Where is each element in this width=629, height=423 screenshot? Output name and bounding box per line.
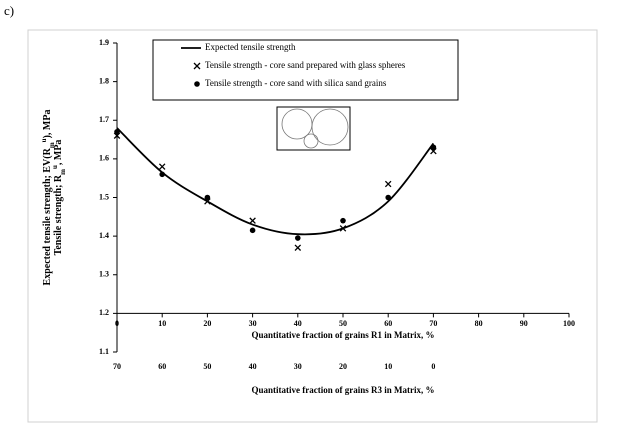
x-tick-label: 30 xyxy=(249,319,257,328)
x-axis-label: Quantitative fraction of grains R1 in Ma… xyxy=(252,330,435,340)
dot-marker xyxy=(205,195,211,201)
x-tick-label: 60 xyxy=(384,319,392,328)
x-marker xyxy=(159,164,165,170)
dot-marker xyxy=(295,235,301,241)
y-tick-label: 1.2 xyxy=(99,308,109,317)
x2-axis-label: Quantitative fraction of grains R3 in Ma… xyxy=(252,385,435,395)
dot-marker xyxy=(431,144,437,150)
x-tick-label: 50 xyxy=(339,319,347,328)
legend-label: Expected tensile strength xyxy=(205,42,296,52)
x-tick-label: 90 xyxy=(520,319,528,328)
x-tick-label: 20 xyxy=(203,319,211,328)
x-tick-label: 100 xyxy=(563,319,575,328)
legend-swatch xyxy=(194,81,200,87)
x2-tick-label: 30 xyxy=(294,362,302,371)
y-tick-label: 1.9 xyxy=(99,38,109,47)
y-axis-label-part: , MPa xyxy=(53,140,64,166)
x-marker xyxy=(385,181,391,187)
y-tick-label: 1.5 xyxy=(99,192,109,201)
inset-figure xyxy=(277,107,350,150)
dot-marker xyxy=(340,218,346,224)
y-tick-label: 1.4 xyxy=(99,231,109,240)
x-tick-label: 40 xyxy=(294,319,302,328)
y-axis-label-part: m xyxy=(59,169,67,175)
y-axis-label: Tensile strength; Rmu, MPa xyxy=(51,140,67,256)
x2-tick-label: 40 xyxy=(249,362,257,371)
y-tick-label: 1.1 xyxy=(99,347,109,356)
legend-label: Tensile strength - core sand prepared wi… xyxy=(205,60,406,70)
y-tick-label: 1.7 xyxy=(99,115,109,124)
x-tick-label: 80 xyxy=(475,319,483,328)
x-tick-label: 0 xyxy=(115,319,119,328)
x-marker xyxy=(250,218,256,224)
y-axis-label-part: Tensile strength; R xyxy=(53,174,64,255)
x2-tick-label: 50 xyxy=(203,362,211,371)
x2-tick-label: 10 xyxy=(384,362,392,371)
x2-tick-label: 70 xyxy=(113,362,121,371)
chart: c) 1.1 1.2 1.3 1.4 1.5 1.6 1.7 1.8 1.9 0 10 20 30 40 5… xyxy=(0,0,629,423)
x2-tick-label: 0 xyxy=(431,362,435,371)
x2-tick-label: 60 xyxy=(158,362,166,371)
y-tick-label: 1.8 xyxy=(99,76,109,85)
y-tick-label: 1.3 xyxy=(99,270,109,279)
dot-marker xyxy=(159,172,165,178)
y-axis-label-part: ), MPa xyxy=(42,110,53,139)
x2-tick-label: 20 xyxy=(339,362,347,371)
panel-label: c) xyxy=(4,3,14,18)
dot-marker xyxy=(385,195,391,201)
x-marker xyxy=(295,245,301,251)
x-tick-label: 70 xyxy=(429,319,437,328)
dot-marker xyxy=(114,129,120,135)
y-tick-label: 1.6 xyxy=(99,154,109,163)
x-tick-label: 10 xyxy=(158,319,166,328)
legend-label: Tensile strength - core sand with silica… xyxy=(205,78,387,88)
dot-marker xyxy=(250,228,256,234)
